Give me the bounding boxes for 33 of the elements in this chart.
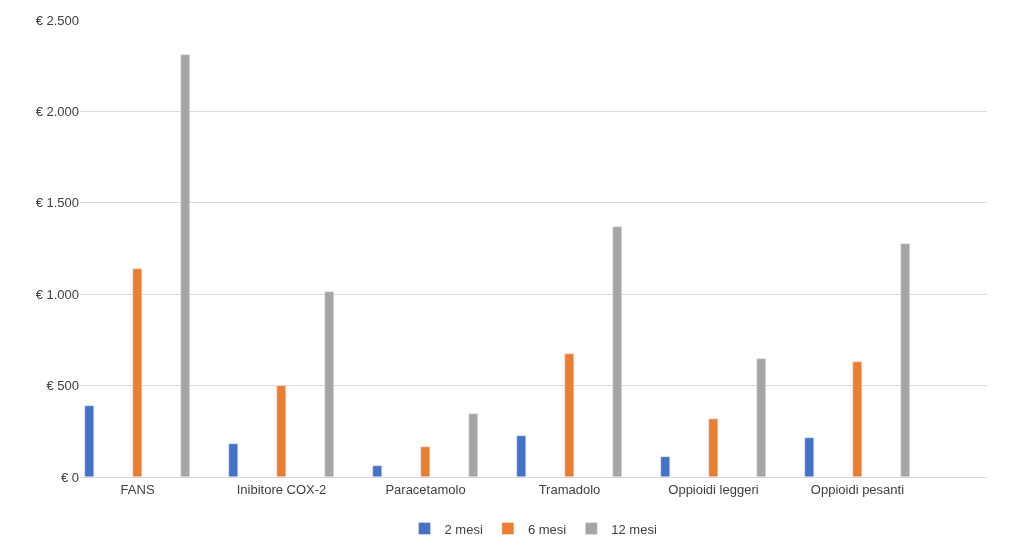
y-tick-label: € 1.000: [35, 286, 79, 302]
bar: [516, 435, 526, 477]
bar: [708, 418, 718, 477]
x-tick-label: Tramadolo: [538, 481, 601, 497]
bar: [84, 405, 94, 477]
bar: [564, 353, 574, 477]
bar: [660, 456, 670, 477]
x-tick-label: Oppioidi leggeri: [668, 481, 759, 497]
bar: [324, 291, 334, 477]
y-tick-label: € 500: [46, 378, 79, 394]
bar: [612, 226, 622, 477]
bar: [420, 446, 430, 477]
bar: [900, 243, 910, 477]
bar: [468, 413, 478, 477]
bar: [804, 437, 814, 477]
legend-label: 6 mesi: [527, 521, 567, 537]
bar: [180, 54, 190, 477]
legend-label: 12 mesi: [611, 521, 657, 537]
bar: [372, 465, 382, 477]
x-tick-label: Oppioidi pesanti: [810, 481, 905, 497]
bar: [276, 385, 286, 477]
legend-label: 2 mesi: [444, 521, 483, 537]
x-tick-label: FANS: [120, 481, 155, 497]
y-tick-label: € 0: [60, 469, 79, 485]
bar: [852, 361, 862, 477]
y-tick-label: € 2.500: [35, 12, 79, 28]
x-tick-label: Inibitore COX-2: [236, 481, 327, 497]
y-tick-label: € 1.500: [35, 195, 79, 211]
bar: [132, 268, 142, 477]
y-tick-label: € 2.000: [35, 103, 79, 119]
bar: [756, 358, 766, 477]
x-tick-label: Paracetamolo: [385, 481, 466, 497]
bar: [228, 443, 238, 477]
